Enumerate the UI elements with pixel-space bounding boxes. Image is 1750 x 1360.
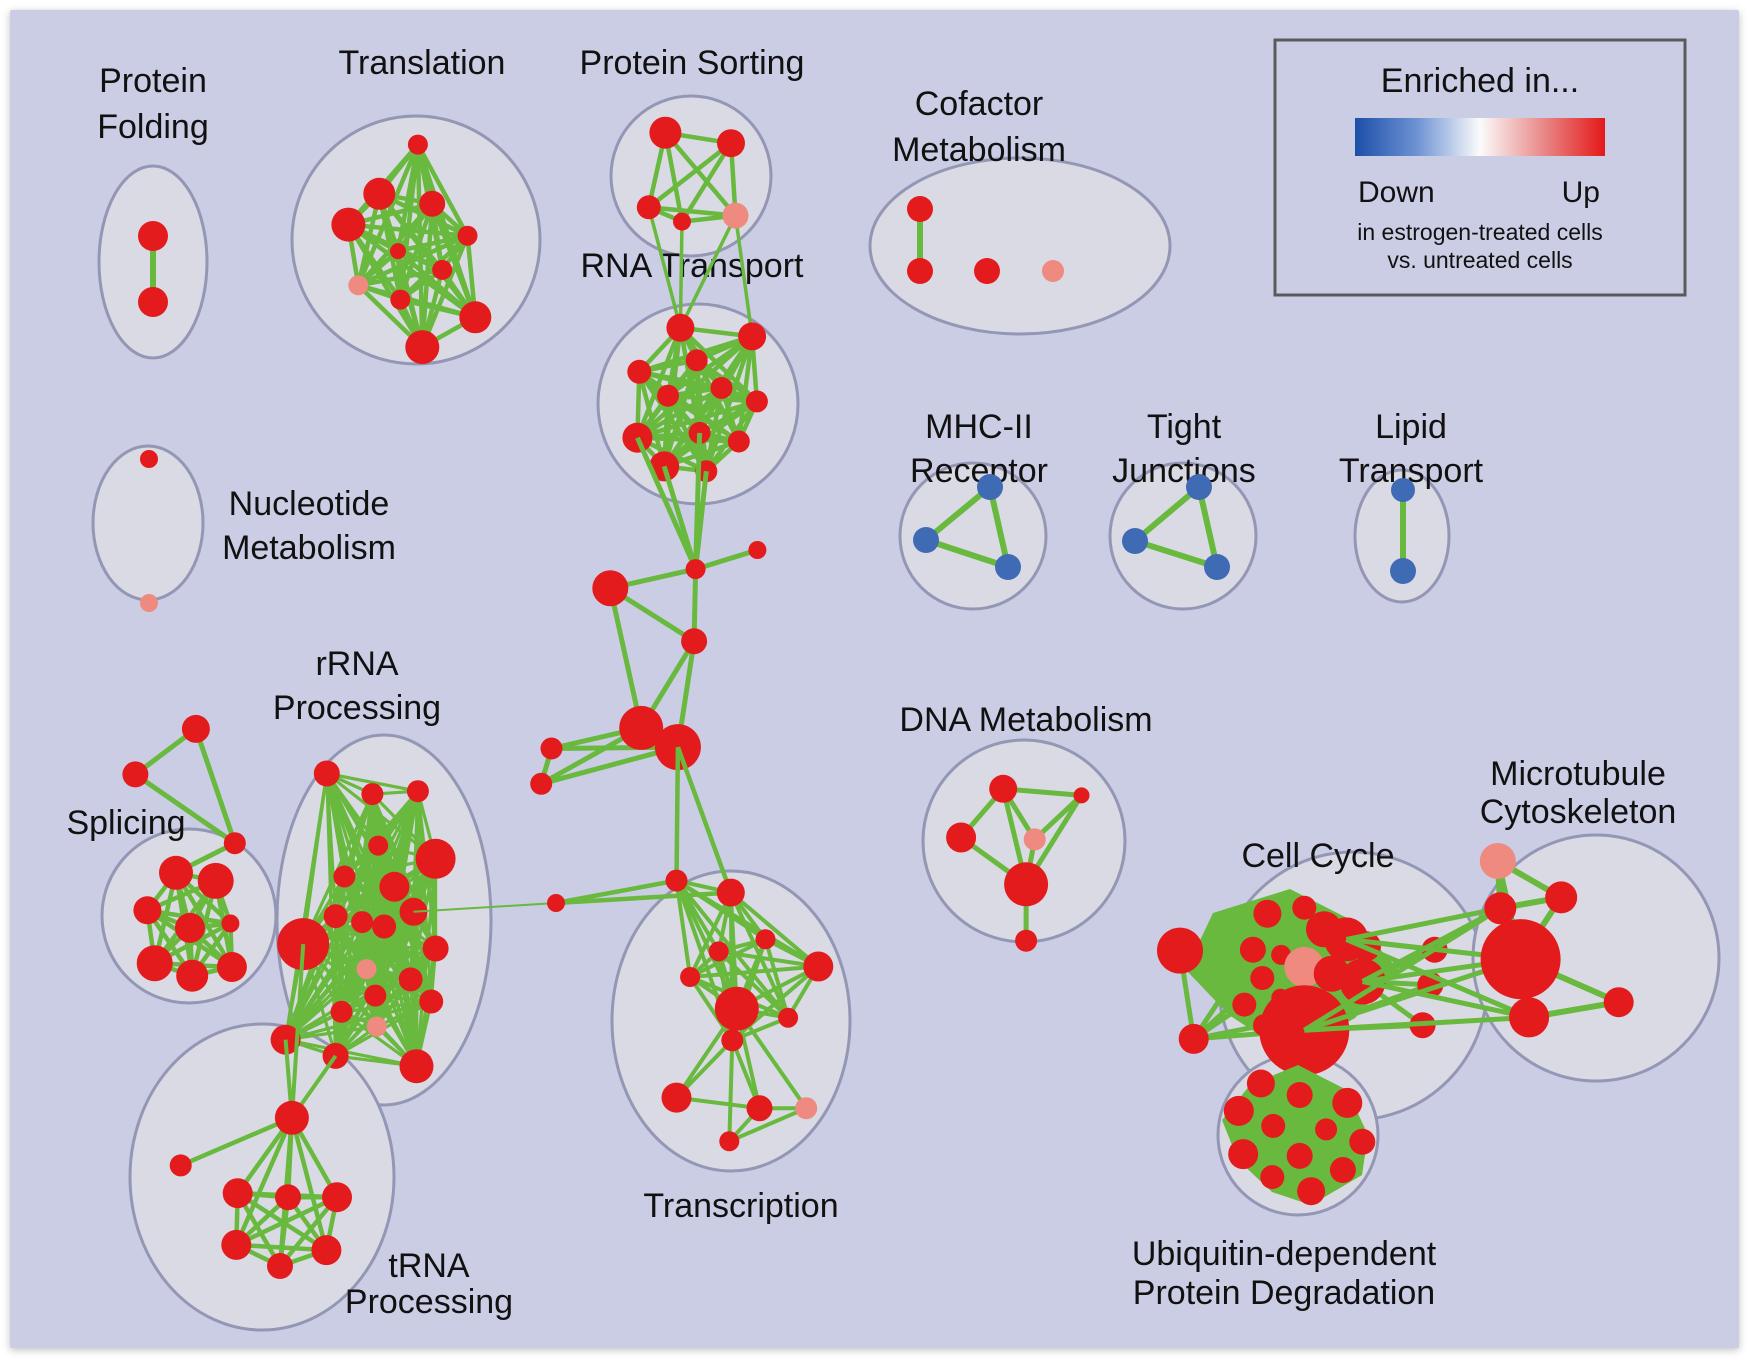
- svg-text:Down: Down: [1358, 176, 1435, 209]
- svg-text:Nucleotide: Nucleotide: [229, 485, 390, 523]
- svg-text:Protein Degradation: Protein Degradation: [1133, 1274, 1435, 1312]
- svg-text:Processing: Processing: [273, 689, 441, 727]
- svg-text:Metabolism: Metabolism: [892, 131, 1066, 169]
- svg-text:Protein Sorting: Protein Sorting: [580, 44, 805, 82]
- svg-text:Up: Up: [1562, 176, 1600, 209]
- svg-text:in estrogen-treated cells: in estrogen-treated cells: [1357, 219, 1602, 245]
- svg-text:DNA Metabolism: DNA Metabolism: [899, 701, 1152, 739]
- svg-text:Microtubule: Microtubule: [1490, 755, 1666, 793]
- svg-text:Cofactor: Cofactor: [915, 85, 1044, 123]
- svg-text:Cell Cycle: Cell Cycle: [1241, 837, 1394, 875]
- svg-text:Splicing: Splicing: [66, 804, 185, 842]
- svg-text:Protein: Protein: [99, 62, 207, 100]
- svg-text:Ubiquitin-dependent: Ubiquitin-dependent: [1132, 1235, 1437, 1273]
- svg-text:Enriched in...: Enriched in...: [1381, 62, 1579, 100]
- svg-text:Lipid: Lipid: [1375, 408, 1447, 446]
- svg-text:MHC-II: MHC-II: [925, 408, 1033, 446]
- svg-text:Junctions: Junctions: [1112, 452, 1256, 490]
- svg-text:Tight: Tight: [1147, 408, 1222, 446]
- svg-text:Folding: Folding: [97, 108, 209, 146]
- svg-text:rRNA: rRNA: [315, 645, 398, 683]
- svg-text:tRNA: tRNA: [388, 1247, 470, 1285]
- svg-text:RNA Transport: RNA Transport: [581, 247, 805, 285]
- svg-text:Transcription: Transcription: [643, 1187, 838, 1225]
- svg-text:Cytoskeleton: Cytoskeleton: [1480, 793, 1677, 831]
- svg-text:Processing: Processing: [345, 1283, 513, 1321]
- svg-text:vs. untreated cells: vs. untreated cells: [1387, 247, 1572, 273]
- svg-text:Metabolism: Metabolism: [222, 529, 396, 567]
- svg-text:Translation: Translation: [339, 44, 506, 82]
